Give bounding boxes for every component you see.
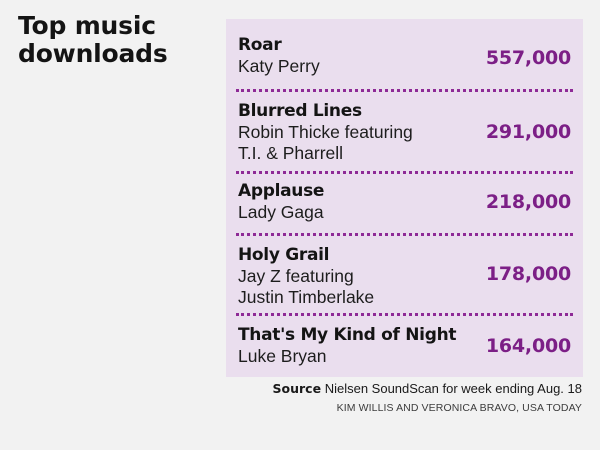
- artist-name: Lady Gaga: [238, 202, 463, 223]
- source-note: Source Nielsen SoundScan for week ending…: [273, 381, 582, 397]
- title-line-1: Top music: [18, 11, 156, 40]
- artist-name: Katy Perry: [238, 56, 463, 77]
- download-count: 178,000: [485, 263, 571, 285]
- artist-line: Robin Thicke featuring: [238, 122, 413, 142]
- row-divider: [236, 171, 573, 174]
- credit-line: KIM WILLIS AND VERONICA BRAVO, USA TODAY: [336, 402, 582, 414]
- song-title: That's My Kind of Night: [238, 325, 457, 345]
- source-text: Nielsen SoundScan for week ending Aug. 1…: [324, 381, 582, 396]
- song-title: Blurred Lines: [238, 101, 362, 121]
- artist-line: Lady Gaga: [238, 202, 324, 222]
- artist-line: Katy Perry: [238, 56, 320, 76]
- download-count: 291,000: [485, 121, 571, 143]
- row-divider: [236, 89, 573, 92]
- downloads-table: Roar Katy Perry 557,000 Blurred Lines Ro…: [226, 19, 583, 377]
- download-count: 164,000: [485, 335, 571, 357]
- song-title: Applause: [238, 181, 325, 201]
- artist-line: Jay Z featuring: [238, 266, 354, 286]
- download-count: 218,000: [485, 191, 571, 213]
- artist-line: Justin Timberlake: [238, 287, 375, 307]
- artist-line: T.I. & Pharrell: [238, 143, 344, 163]
- source-label: Source: [272, 381, 322, 396]
- song-title: Holy Grail: [238, 245, 330, 265]
- artist-name: Robin Thicke featuring T.I. & Pharrell: [238, 122, 463, 164]
- page-title: Top music downloads: [18, 12, 218, 68]
- row-divider: [236, 233, 573, 236]
- row-divider: [236, 313, 573, 316]
- song-title: Roar: [238, 35, 282, 55]
- artist-line: Luke Bryan: [238, 346, 327, 366]
- title-line-2: downloads: [18, 39, 168, 68]
- download-count: 557,000: [485, 47, 571, 69]
- artist-name: Luke Bryan: [238, 346, 463, 367]
- artist-name: Jay Z featuring Justin Timberlake: [238, 266, 463, 308]
